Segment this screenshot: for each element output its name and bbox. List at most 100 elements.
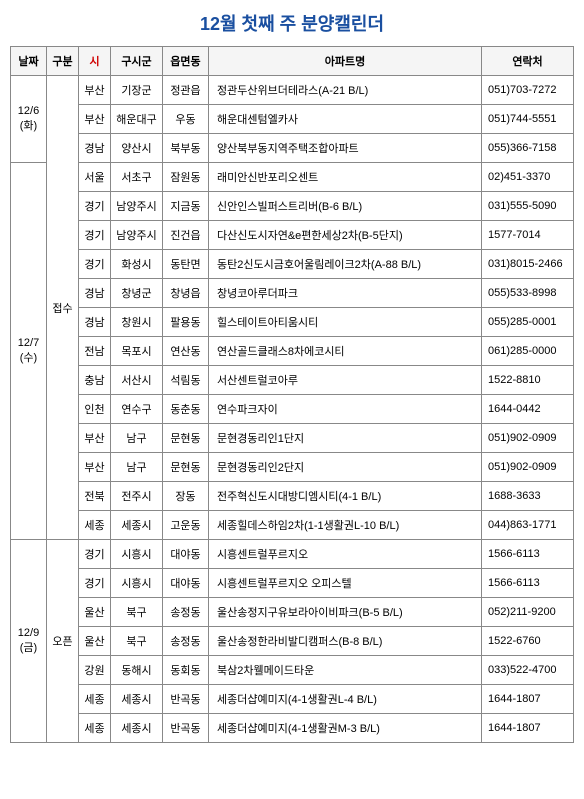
table-row: 울산북구송정동울산송정지구유보라아이비파크(B-5 B/L)052)211-92…: [11, 598, 574, 627]
header-eup: 읍면동: [163, 47, 209, 76]
table-row: 세종세종시반곡동세종더샵예미지(4-1생활권M-3 B/L)1644-1807: [11, 714, 574, 743]
gusigun-cell: 해운대구: [111, 105, 163, 134]
gusigun-cell: 세종시: [111, 714, 163, 743]
si-cell: 충남: [79, 366, 111, 395]
apt-cell: 동탄2신도시금호어울림레이크2차(A-88 B/L): [209, 250, 482, 279]
si-cell: 경남: [79, 134, 111, 163]
header-gusigun: 구시군: [111, 47, 163, 76]
eup-cell: 동탄면: [163, 250, 209, 279]
eup-cell: 창녕읍: [163, 279, 209, 308]
tel-cell: 044)863-1771: [482, 511, 574, 540]
eup-cell: 송정동: [163, 627, 209, 656]
gusigun-cell: 화성시: [111, 250, 163, 279]
table-row: 부산해운대구우동해운대센텀엘카사051)744-5551: [11, 105, 574, 134]
table-row: 세종세종시반곡동세종더샵예미지(4-1생활권L-4 B/L)1644-1807: [11, 685, 574, 714]
tel-cell: 055)366-7158: [482, 134, 574, 163]
gusigun-cell: 세종시: [111, 511, 163, 540]
gusigun-cell: 양산시: [111, 134, 163, 163]
si-cell: 경기: [79, 250, 111, 279]
eup-cell: 연산동: [163, 337, 209, 366]
si-cell: 경기: [79, 569, 111, 598]
gusigun-cell: 창녕군: [111, 279, 163, 308]
table-row: 울산북구송정동울산송정한라비발디캠퍼스(B-8 B/L)1522-6760: [11, 627, 574, 656]
si-cell: 인천: [79, 395, 111, 424]
tel-cell: 051)902-0909: [482, 424, 574, 453]
si-cell: 경남: [79, 308, 111, 337]
apt-cell: 세종더샵예미지(4-1생활권L-4 B/L): [209, 685, 482, 714]
tel-cell: 1644-1807: [482, 714, 574, 743]
gusigun-cell: 창원시: [111, 308, 163, 337]
apt-cell: 다산신도시자연&e편한세상2차(B-5단지): [209, 221, 482, 250]
date-cell: 12/6(화): [11, 76, 47, 163]
apt-cell: 시흥센트럴푸르지오: [209, 540, 482, 569]
apt-cell: 힐스테이트아티움시티: [209, 308, 482, 337]
si-cell: 경기: [79, 221, 111, 250]
si-cell: 경기: [79, 192, 111, 221]
header-gubun: 구분: [47, 47, 79, 76]
apt-cell: 세종힐데스하임2차(1-1생활권L-10 B/L): [209, 511, 482, 540]
gusigun-cell: 기장군: [111, 76, 163, 105]
apt-cell: 연산골드클래스8차에코시티: [209, 337, 482, 366]
header-tel: 연락처: [482, 47, 574, 76]
gusigun-cell: 남구: [111, 453, 163, 482]
table-row: 12/6(화)접수부산기장군정관읍정관두산위브더테라스(A-21 B/L)051…: [11, 76, 574, 105]
table-row: 충남서산시석림동서산센트럴코아루1522-8810: [11, 366, 574, 395]
table-row: 경기남양주시진건읍다산신도시자연&e편한세상2차(B-5단지)1577-7014: [11, 221, 574, 250]
table-row: 부산남구문현동문현경동리인2단지051)902-0909: [11, 453, 574, 482]
table-row: 경남양산시북부동양산북부동지역주택조합아파트055)366-7158: [11, 134, 574, 163]
table-row: 12/7(수)서울서초구잠원동래미안신반포리오센트02)451-3370: [11, 163, 574, 192]
gubun-cell: 접수: [47, 76, 79, 540]
apt-cell: 양산북부동지역주택조합아파트: [209, 134, 482, 163]
eup-cell: 동회동: [163, 656, 209, 685]
eup-cell: 지금동: [163, 192, 209, 221]
apt-cell: 울산송정지구유보라아이비파크(B-5 B/L): [209, 598, 482, 627]
si-cell: 울산: [79, 627, 111, 656]
tel-cell: 031)555-5090: [482, 192, 574, 221]
calendar-table: 날짜 구분 시 구시군 읍면동 아파트명 연락처 12/6(화)접수부산기장군정…: [10, 46, 574, 743]
gusigun-cell: 북구: [111, 598, 163, 627]
table-row: 경남창원시팔용동힐스테이트아티움시티055)285-0001: [11, 308, 574, 337]
table-row: 부산남구문현동문현경동리인1단지051)902-0909: [11, 424, 574, 453]
eup-cell: 정관읍: [163, 76, 209, 105]
tel-cell: 1566-6113: [482, 540, 574, 569]
apt-cell: 정관두산위브더테라스(A-21 B/L): [209, 76, 482, 105]
eup-cell: 진건읍: [163, 221, 209, 250]
si-cell: 전북: [79, 482, 111, 511]
apt-cell: 창녕코아루더파크: [209, 279, 482, 308]
table-header-row: 날짜 구분 시 구시군 읍면동 아파트명 연락처: [11, 47, 574, 76]
apt-cell: 울산송정한라비발디캠퍼스(B-8 B/L): [209, 627, 482, 656]
table-row: 전남목포시연산동연산골드클래스8차에코시티061)285-0000: [11, 337, 574, 366]
table-row: 강원동해시동회동북삼2차웰메이드타운033)522-4700: [11, 656, 574, 685]
table-row: 12/9(금)오픈경기시흥시대야동시흥센트럴푸르지오1566-6113: [11, 540, 574, 569]
tel-cell: 1522-8810: [482, 366, 574, 395]
apt-cell: 해운대센텀엘카사: [209, 105, 482, 134]
gusigun-cell: 세종시: [111, 685, 163, 714]
eup-cell: 문현동: [163, 424, 209, 453]
tel-cell: 033)522-4700: [482, 656, 574, 685]
gusigun-cell: 시흥시: [111, 569, 163, 598]
table-row: 인천연수구동춘동연수파크자이1644-0442: [11, 395, 574, 424]
tel-cell: 061)285-0000: [482, 337, 574, 366]
apt-cell: 전주혁신도시대방디엠시티(4-1 B/L): [209, 482, 482, 511]
table-row: 세종세종시고운동세종힐데스하임2차(1-1생활권L-10 B/L)044)863…: [11, 511, 574, 540]
si-cell: 강원: [79, 656, 111, 685]
tel-cell: 051)744-5551: [482, 105, 574, 134]
si-cell: 경기: [79, 540, 111, 569]
tel-cell: 1688-3633: [482, 482, 574, 511]
si-cell: 세종: [79, 714, 111, 743]
eup-cell: 반곡동: [163, 714, 209, 743]
eup-cell: 고운동: [163, 511, 209, 540]
gusigun-cell: 시흥시: [111, 540, 163, 569]
apt-cell: 북삼2차웰메이드타운: [209, 656, 482, 685]
eup-cell: 문현동: [163, 453, 209, 482]
page-title: 12월 첫째 주 분양캘린더: [10, 10, 574, 36]
tel-cell: 052)211-9200: [482, 598, 574, 627]
apt-cell: 세종더샵예미지(4-1생활권M-3 B/L): [209, 714, 482, 743]
tel-cell: 1577-7014: [482, 221, 574, 250]
eup-cell: 우동: [163, 105, 209, 134]
si-cell: 세종: [79, 511, 111, 540]
si-cell: 부산: [79, 105, 111, 134]
eup-cell: 송정동: [163, 598, 209, 627]
table-row: 경기화성시동탄면동탄2신도시금호어울림레이크2차(A-88 B/L)031)80…: [11, 250, 574, 279]
si-cell: 부산: [79, 424, 111, 453]
